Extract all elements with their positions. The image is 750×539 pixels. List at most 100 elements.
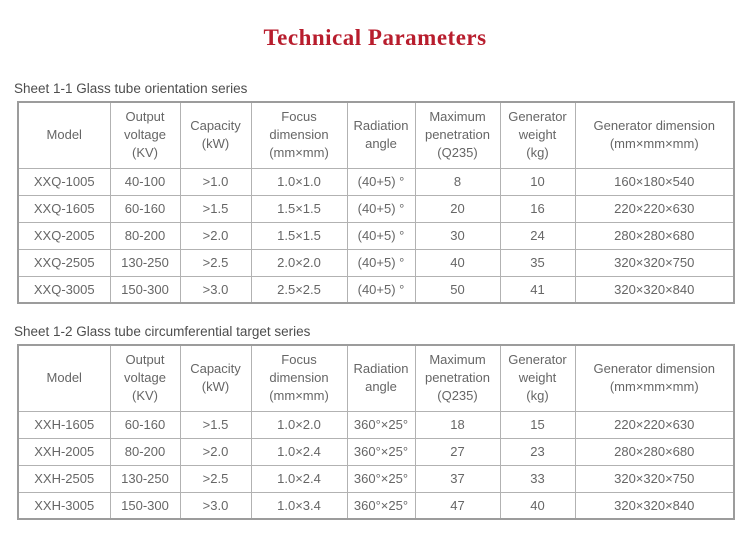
column-header-output-voltage: Output voltage (KV) xyxy=(109,344,181,412)
page-title: Technical Parameters xyxy=(263,25,487,50)
column-header-focus-dimension: Focus dimension (mm×mm) xyxy=(250,344,348,412)
cell-output-voltage: 150-300 xyxy=(109,275,181,304)
cell-model: XXH-1605 xyxy=(17,410,111,439)
cell-generator-dimension: 220×220×630 xyxy=(574,410,735,439)
sheet2-table: Model Output voltage (KV) Capacity (kW) … xyxy=(17,344,735,520)
cell-output-voltage: 150-300 xyxy=(109,491,181,520)
table-row: XXQ-3005 150-300 >3.0 2.5×2.5 (40+5) ° 5… xyxy=(17,275,735,304)
cell-focus-dimension: 1.0×3.4 xyxy=(250,491,348,520)
cell-output-voltage: 130-250 xyxy=(109,464,181,493)
sheet2-caption: Sheet 1-2 Glass tube circumferential tar… xyxy=(14,324,311,339)
cell-generator-dimension: 320×320×750 xyxy=(574,248,735,277)
cell-output-voltage: 60-160 xyxy=(109,410,181,439)
sheet1-caption: Sheet 1-1 Glass tube orientation series xyxy=(14,81,248,96)
cell-generator-weight: 33 xyxy=(499,464,576,493)
cell-model: XXQ-2005 xyxy=(17,221,111,250)
cell-focus-dimension: 1.5×1.5 xyxy=(250,221,348,250)
cell-focus-dimension: 1.0×2.4 xyxy=(250,464,348,493)
cell-maximum-penetration: 47 xyxy=(414,491,501,520)
cell-model: XXQ-3005 xyxy=(17,275,111,304)
cell-output-voltage: 60-160 xyxy=(109,194,181,223)
cell-generator-weight: 15 xyxy=(499,410,576,439)
cell-model: XXH-3005 xyxy=(17,491,111,520)
cell-generator-dimension: 160×180×540 xyxy=(574,167,735,196)
cell-maximum-penetration: 18 xyxy=(414,410,501,439)
cell-output-voltage: 80-200 xyxy=(109,437,181,466)
column-header-focus-dimension: Focus dimension (mm×mm) xyxy=(250,101,348,169)
column-header-model: Model xyxy=(17,344,111,412)
table-row: XXH-3005 150-300 >3.0 1.0×3.4 360°×25° 4… xyxy=(17,491,735,520)
cell-radiation-angle: (40+5) ° xyxy=(346,248,416,277)
cell-generator-weight: 10 xyxy=(499,167,576,196)
cell-capacity: >2.5 xyxy=(179,248,252,277)
column-header-output-voltage: Output voltage (KV) xyxy=(109,101,181,169)
table-row: XXQ-1605 60-160 >1.5 1.5×1.5 (40+5) ° 20… xyxy=(17,194,735,223)
cell-maximum-penetration: 37 xyxy=(414,464,501,493)
table-row: XXH-1605 60-160 >1.5 1.0×2.0 360°×25° 18… xyxy=(17,410,735,439)
cell-output-voltage: 130-250 xyxy=(109,248,181,277)
sheet2-header-row: Model Output voltage (KV) Capacity (kW) … xyxy=(17,344,735,412)
cell-maximum-penetration: 40 xyxy=(414,248,501,277)
cell-capacity: >1.5 xyxy=(179,194,252,223)
cell-generator-dimension: 320×320×750 xyxy=(574,464,735,493)
cell-capacity: >2.5 xyxy=(179,464,252,493)
column-header-maximum-penetration: Maximum penetration (Q235) xyxy=(414,101,501,169)
column-header-generator-weight: Generator weight (kg) xyxy=(499,101,576,169)
cell-generator-weight: 16 xyxy=(499,194,576,223)
cell-generator-dimension: 320×320×840 xyxy=(574,275,735,304)
cell-output-voltage: 80-200 xyxy=(109,221,181,250)
cell-generator-dimension: 280×280×680 xyxy=(574,221,735,250)
cell-maximum-penetration: 8 xyxy=(414,167,501,196)
cell-output-voltage: 40-100 xyxy=(109,167,181,196)
cell-radiation-angle: (40+5) ° xyxy=(346,275,416,304)
cell-radiation-angle: 360°×25° xyxy=(346,491,416,520)
cell-generator-dimension: 220×220×630 xyxy=(574,194,735,223)
cell-focus-dimension: 2.5×2.5 xyxy=(250,275,348,304)
cell-capacity: >3.0 xyxy=(179,491,252,520)
cell-generator-dimension: 320×320×840 xyxy=(574,491,735,520)
cell-generator-weight: 40 xyxy=(499,491,576,520)
table-row: XXQ-2505 130-250 >2.5 2.0×2.0 (40+5) ° 4… xyxy=(17,248,735,277)
cell-model: XXH-2005 xyxy=(17,437,111,466)
sheet1-table: Model Output voltage (KV) Capacity (kW) … xyxy=(17,101,735,304)
column-header-generator-weight: Generator weight (kg) xyxy=(499,344,576,412)
column-header-capacity: Capacity (kW) xyxy=(179,101,252,169)
cell-radiation-angle: 360°×25° xyxy=(346,464,416,493)
table-row: XXQ-2005 80-200 >2.0 1.5×1.5 (40+5) ° 30… xyxy=(17,221,735,250)
cell-maximum-penetration: 27 xyxy=(414,437,501,466)
cell-model: XXQ-1005 xyxy=(17,167,111,196)
cell-generator-weight: 24 xyxy=(499,221,576,250)
cell-focus-dimension: 2.0×2.0 xyxy=(250,248,348,277)
cell-capacity: >1.5 xyxy=(179,410,252,439)
cell-capacity: >3.0 xyxy=(179,275,252,304)
column-header-capacity: Capacity (kW) xyxy=(179,344,252,412)
table-row: XXH-2505 130-250 >2.5 1.0×2.4 360°×25° 3… xyxy=(17,464,735,493)
cell-model: XXH-2505 xyxy=(17,464,111,493)
column-header-radiation-angle: Radiation angle xyxy=(346,344,416,412)
column-header-generator-dimension: Generator dimension (mm×mm×mm) xyxy=(574,101,735,169)
cell-maximum-penetration: 30 xyxy=(414,221,501,250)
cell-capacity: >2.0 xyxy=(179,221,252,250)
cell-generator-weight: 23 xyxy=(499,437,576,466)
cell-focus-dimension: 1.5×1.5 xyxy=(250,194,348,223)
cell-model: XXQ-1605 xyxy=(17,194,111,223)
table-row: XXQ-1005 40-100 >1.0 1.0×1.0 (40+5) ° 8 … xyxy=(17,167,735,196)
table-row: XXH-2005 80-200 >2.0 1.0×2.4 360°×25° 27… xyxy=(17,437,735,466)
cell-radiation-angle: 360°×25° xyxy=(346,410,416,439)
cell-radiation-angle: (40+5) ° xyxy=(346,221,416,250)
column-header-radiation-angle: Radiation angle xyxy=(346,101,416,169)
cell-maximum-penetration: 20 xyxy=(414,194,501,223)
cell-capacity: >2.0 xyxy=(179,437,252,466)
cell-model: XXQ-2505 xyxy=(17,248,111,277)
cell-generator-dimension: 280×280×680 xyxy=(574,437,735,466)
cell-focus-dimension: 1.0×2.4 xyxy=(250,437,348,466)
cell-focus-dimension: 1.0×2.0 xyxy=(250,410,348,439)
column-header-model: Model xyxy=(17,101,111,169)
column-header-generator-dimension: Generator dimension (mm×mm×mm) xyxy=(574,344,735,412)
column-header-maximum-penetration: Maximum penetration (Q235) xyxy=(414,344,501,412)
cell-capacity: >1.0 xyxy=(179,167,252,196)
cell-radiation-angle: 360°×25° xyxy=(346,437,416,466)
cell-maximum-penetration: 50 xyxy=(414,275,501,304)
cell-radiation-angle: (40+5) ° xyxy=(346,194,416,223)
